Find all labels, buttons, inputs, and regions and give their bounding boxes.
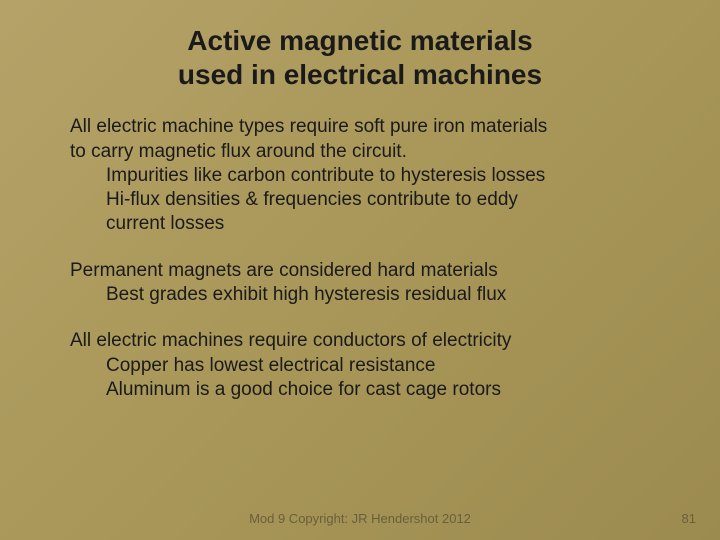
slide-footer: Mod 9 Copyright: JR Hendershot 2012 81 xyxy=(0,511,720,526)
paragraph-1: All electric machine types require soft … xyxy=(70,115,650,237)
p3-indent-1: Copper has lowest electrical resistance xyxy=(70,354,650,378)
p1-indent-2: Hi-flux densities & frequencies contribu… xyxy=(70,188,650,212)
title-line-1: Active magnetic materials xyxy=(187,25,533,56)
p1-line-2: to carry magnetic flux around the circui… xyxy=(70,140,650,164)
p3-indent-2: Aluminum is a good choice for cast cage … xyxy=(70,378,650,402)
title-line-2: used in electrical machines xyxy=(178,59,542,90)
p1-indent-3: current losses xyxy=(70,212,650,236)
p2-indent-1: Best grades exhibit high hysteresis resi… xyxy=(70,283,650,307)
footer-copyright: Mod 9 Copyright: JR Hendershot 2012 xyxy=(249,511,471,526)
p3-line-1: All electric machines require conductors… xyxy=(70,329,650,353)
paragraph-2: Permanent magnets are considered hard ma… xyxy=(70,259,650,308)
slide-container: Active magnetic materials used in electr… xyxy=(0,0,720,540)
p1-line-1: All electric machine types require soft … xyxy=(70,115,650,139)
page-number: 81 xyxy=(682,511,696,526)
p1-indent-1: Impurities like carbon contribute to hys… xyxy=(70,164,650,188)
paragraph-3: All electric machines require conductors… xyxy=(70,329,650,402)
p2-line-1: Permanent magnets are considered hard ma… xyxy=(70,259,650,283)
slide-body: All electric machine types require soft … xyxy=(70,115,650,402)
slide-title: Active magnetic materials used in electr… xyxy=(70,24,650,91)
